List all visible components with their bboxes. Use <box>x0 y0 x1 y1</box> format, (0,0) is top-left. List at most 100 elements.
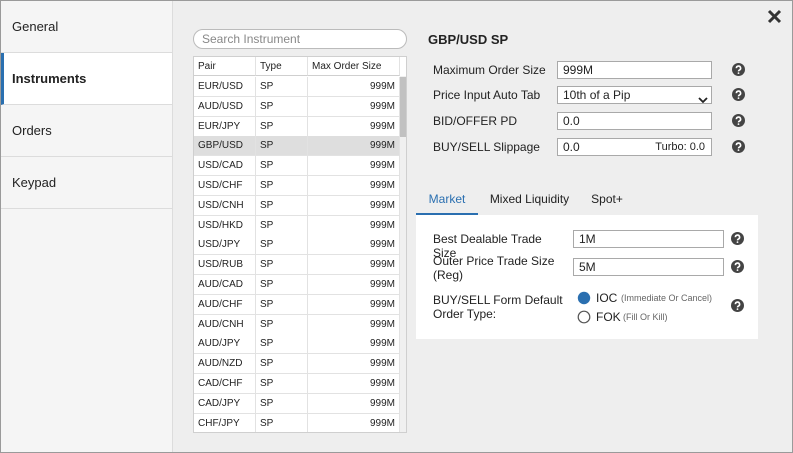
table-cell: SP <box>256 235 308 255</box>
table-cell: AUD/CAD <box>194 275 256 294</box>
table-cell: SP <box>256 195 308 215</box>
table-cell: GBP/USD <box>194 136 256 156</box>
table-row[interactable]: USD/CAD SP 999M <box>194 156 400 177</box>
dropdown-arrow-graphic <box>698 97 708 104</box>
table-row[interactable]: USD/CNH SP 999M <box>194 195 400 216</box>
table-row[interactable]: AUD/CHF SP 999M <box>194 294 400 315</box>
help-icon-graphic <box>732 88 745 101</box>
table-cell: 999M <box>308 334 400 354</box>
field-label: BUY/SELL Form Default Order Type: <box>433 293 563 321</box>
help-icon[interactable] <box>732 88 745 106</box>
table-row[interactable]: USD/RUB SP 999M <box>194 255 400 276</box>
table-row[interactable]: USD/CHF SP 999M <box>194 176 400 196</box>
field-input[interactable]: 1M <box>573 230 724 248</box>
table-cell: SP <box>256 255 308 275</box>
radio-note: (Fill Or Kill) <box>623 312 668 322</box>
help-icon[interactable] <box>731 299 744 317</box>
help-icon[interactable] <box>732 114 745 132</box>
table-cell: SP <box>256 354 308 374</box>
instrument-table: Pair Type Max Order Size EUR/USD SP 999M AUD/U… <box>193 56 407 433</box>
radio-button[interactable] <box>577 310 591 329</box>
table-cell: AUD/NZD <box>194 354 256 374</box>
table-row[interactable]: USD/HKD SP 999M <box>194 215 400 236</box>
table-cell: CHF/JPY <box>194 413 256 432</box>
help-icon[interactable] <box>731 232 744 250</box>
field-input[interactable]: 999M <box>557 61 712 79</box>
table-cell: 999M <box>308 294 400 314</box>
help-icon-graphic <box>732 63 745 76</box>
search-input[interactable]: Search Instrument <box>193 29 407 49</box>
table-row[interactable]: CHF/JPY SP 999M <box>194 413 400 432</box>
radio-note: (Immediate Or Cancel) <box>621 293 713 303</box>
field-label: Outer Price Trade Size (Reg) <box>433 254 555 282</box>
table-cell: SP <box>256 116 308 136</box>
table-row[interactable]: CAD/JPY SP 999M <box>194 393 400 414</box>
field-input[interactable]: 5M <box>573 258 724 276</box>
tab[interactable]: Spot+ <box>591 192 623 206</box>
table-row[interactable]: GBP/USD SP 999M <box>194 136 400 157</box>
table-row[interactable]: EUR/USD SP 999M <box>194 77 400 97</box>
table-row[interactable]: AUD/USD SP 999M <box>194 96 400 117</box>
table-cell: EUR/JPY <box>194 116 256 136</box>
table-cell: 999M <box>308 314 400 334</box>
scrollbar <box>400 76 406 432</box>
table-row[interactable]: EUR/JPY SP 999M <box>194 116 400 137</box>
table-row[interactable]: USD/JPY SP 999M <box>194 235 400 256</box>
table-cell: 999M <box>308 195 400 215</box>
table-row[interactable]: CAD/CHF SP 999M <box>194 374 400 394</box>
sidebar-item[interactable]: Orders <box>1 105 172 157</box>
field-input[interactable]: 10th of a Pip <box>557 86 712 104</box>
table-cell: CAD/CHF <box>194 374 256 393</box>
sidebar-item[interactable]: Keypad <box>1 157 172 209</box>
table-row[interactable]: AUD/JPY SP 999M <box>194 334 400 355</box>
table-cell: SP <box>256 314 308 334</box>
table-cell: SP <box>256 413 308 432</box>
radio-button-graphic <box>577 310 591 324</box>
table-cell: SP <box>256 275 308 294</box>
radio-button-graphic <box>577 291 591 305</box>
close-button[interactable] <box>766 8 783 25</box>
table-cell: CAD/JPY <box>194 393 256 413</box>
table-cell: 999M <box>308 275 400 294</box>
table-cell: AUD/CHF <box>194 294 256 314</box>
column-header: Max Order Size <box>308 57 400 76</box>
scrollbar-thumb[interactable] <box>400 77 406 137</box>
tab[interactable]: Mixed Liquidity <box>489 192 570 206</box>
table-row[interactable]: AUD/CNH SP 999M <box>194 314 400 335</box>
sidebar-item[interactable]: Instruments <box>1 53 172 105</box>
tab[interactable]: Market <box>416 189 478 215</box>
table-cell: USD/JPY <box>194 235 256 255</box>
table-cell: USD/CAD <box>194 156 256 176</box>
sidebar-item[interactable]: General <box>1 1 172 53</box>
table-cell: 999M <box>308 116 400 136</box>
table-row[interactable]: AUD/NZD SP 999M <box>194 354 400 375</box>
table-cell: USD/RUB <box>194 255 256 275</box>
help-icon[interactable] <box>731 260 744 278</box>
field-label: Best Dealable Trade Size <box>433 232 542 260</box>
help-icon[interactable] <box>732 140 745 158</box>
field-label: BID/OFFER PD <box>433 114 518 128</box>
table-cell: 999M <box>308 255 400 275</box>
radio-label: FOK <box>596 310 621 324</box>
help-icon-graphic <box>732 140 745 153</box>
radio-label: IOC <box>596 291 618 305</box>
column-header: Type <box>256 57 308 76</box>
help-icon[interactable] <box>732 63 745 81</box>
table-row[interactable]: AUD/CAD SP 999M <box>194 275 400 295</box>
field-input[interactable]: 0.0 <box>557 112 712 130</box>
field-input[interactable]: 0.0 Turbo: 0.0 <box>557 138 712 156</box>
dropdown-arrow <box>698 91 708 109</box>
table-cell: 999M <box>308 96 400 116</box>
radio-button[interactable] <box>577 291 591 310</box>
help-icon-graphic <box>731 260 744 273</box>
table-cell: 999M <box>308 176 400 195</box>
table-cell: 999M <box>308 136 400 156</box>
table-cell: SP <box>256 136 308 156</box>
table-cell: SP <box>256 176 308 195</box>
table-cell: SP <box>256 294 308 314</box>
table-cell: 999M <box>308 393 400 413</box>
help-icon-graphic <box>732 114 745 127</box>
table-cell: SP <box>256 374 308 393</box>
column-header: Pair <box>194 57 256 76</box>
